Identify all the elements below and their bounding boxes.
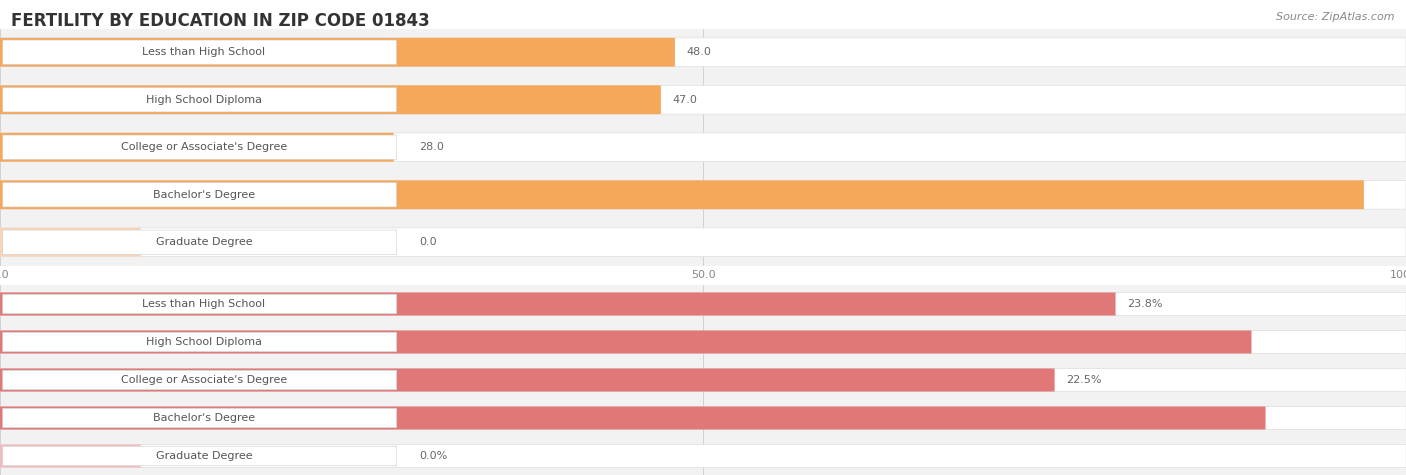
Text: High School Diploma: High School Diploma: [146, 95, 262, 105]
Text: 26.7%: 26.7%: [1357, 337, 1392, 347]
FancyBboxPatch shape: [0, 407, 1406, 429]
FancyBboxPatch shape: [0, 86, 1406, 114]
FancyBboxPatch shape: [0, 369, 1054, 391]
FancyBboxPatch shape: [3, 40, 396, 65]
FancyBboxPatch shape: [3, 332, 396, 352]
Text: High School Diploma: High School Diploma: [146, 337, 262, 347]
FancyBboxPatch shape: [0, 86, 661, 114]
FancyBboxPatch shape: [3, 135, 396, 160]
FancyBboxPatch shape: [0, 133, 1406, 162]
FancyBboxPatch shape: [0, 228, 1406, 256]
FancyBboxPatch shape: [0, 180, 1406, 209]
FancyBboxPatch shape: [3, 294, 396, 314]
FancyBboxPatch shape: [3, 446, 396, 466]
FancyBboxPatch shape: [0, 293, 1406, 315]
Text: 22.5%: 22.5%: [1066, 375, 1101, 385]
Text: 97.0: 97.0: [1367, 190, 1392, 200]
FancyBboxPatch shape: [3, 182, 396, 207]
Text: Graduate Degree: Graduate Degree: [156, 237, 252, 247]
Text: FERTILITY BY EDUCATION IN ZIP CODE 01843: FERTILITY BY EDUCATION IN ZIP CODE 01843: [11, 12, 430, 30]
Text: Less than High School: Less than High School: [142, 47, 266, 57]
Text: 0.0%: 0.0%: [419, 451, 447, 461]
Text: Bachelor's Degree: Bachelor's Degree: [153, 190, 254, 200]
FancyBboxPatch shape: [0, 38, 1406, 66]
FancyBboxPatch shape: [0, 445, 141, 467]
Text: 0.0: 0.0: [419, 237, 437, 247]
Text: College or Associate's Degree: College or Associate's Degree: [121, 375, 287, 385]
Text: Less than High School: Less than High School: [142, 299, 266, 309]
FancyBboxPatch shape: [3, 230, 396, 255]
Text: 28.0: 28.0: [419, 142, 444, 152]
FancyBboxPatch shape: [0, 445, 1406, 467]
FancyBboxPatch shape: [0, 133, 394, 162]
Text: College or Associate's Degree: College or Associate's Degree: [121, 142, 287, 152]
Text: 47.0: 47.0: [672, 95, 697, 105]
Text: Bachelor's Degree: Bachelor's Degree: [153, 413, 254, 423]
FancyBboxPatch shape: [0, 331, 1406, 353]
FancyBboxPatch shape: [3, 87, 396, 112]
FancyBboxPatch shape: [0, 180, 1364, 209]
Text: Source: ZipAtlas.com: Source: ZipAtlas.com: [1277, 12, 1395, 22]
FancyBboxPatch shape: [0, 38, 675, 66]
FancyBboxPatch shape: [0, 331, 1251, 353]
FancyBboxPatch shape: [3, 370, 396, 390]
Text: 23.8%: 23.8%: [1126, 299, 1163, 309]
Text: 48.0: 48.0: [686, 47, 711, 57]
FancyBboxPatch shape: [0, 293, 1115, 315]
Text: 27.0%: 27.0%: [1357, 413, 1392, 423]
FancyBboxPatch shape: [3, 408, 396, 428]
FancyBboxPatch shape: [0, 369, 1406, 391]
FancyBboxPatch shape: [0, 228, 141, 256]
Text: Graduate Degree: Graduate Degree: [156, 451, 252, 461]
FancyBboxPatch shape: [0, 407, 1265, 429]
